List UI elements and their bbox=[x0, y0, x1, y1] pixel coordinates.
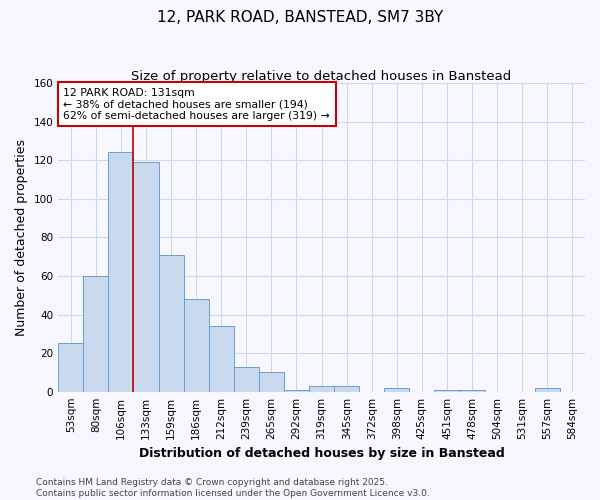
Bar bbox=[209, 326, 234, 392]
Bar bbox=[109, 152, 133, 392]
Bar bbox=[58, 344, 83, 392]
Text: 12, PARK ROAD, BANSTEAD, SM7 3BY: 12, PARK ROAD, BANSTEAD, SM7 3BY bbox=[157, 10, 443, 25]
Bar bbox=[158, 254, 184, 392]
Bar bbox=[234, 366, 259, 392]
X-axis label: Distribution of detached houses by size in Banstead: Distribution of detached houses by size … bbox=[139, 447, 505, 460]
Bar bbox=[309, 386, 334, 392]
Bar bbox=[83, 276, 109, 392]
Bar bbox=[385, 388, 409, 392]
Bar bbox=[284, 390, 309, 392]
Bar bbox=[259, 372, 284, 392]
Title: Size of property relative to detached houses in Banstead: Size of property relative to detached ho… bbox=[131, 70, 512, 83]
Y-axis label: Number of detached properties: Number of detached properties bbox=[15, 139, 28, 336]
Text: Contains HM Land Registry data © Crown copyright and database right 2025.
Contai: Contains HM Land Registry data © Crown c… bbox=[36, 478, 430, 498]
Bar bbox=[460, 390, 485, 392]
Bar bbox=[535, 388, 560, 392]
Bar bbox=[434, 390, 460, 392]
Bar bbox=[133, 162, 158, 392]
Bar bbox=[184, 299, 209, 392]
Text: 12 PARK ROAD: 131sqm
← 38% of detached houses are smaller (194)
62% of semi-deta: 12 PARK ROAD: 131sqm ← 38% of detached h… bbox=[64, 88, 330, 121]
Bar bbox=[334, 386, 359, 392]
